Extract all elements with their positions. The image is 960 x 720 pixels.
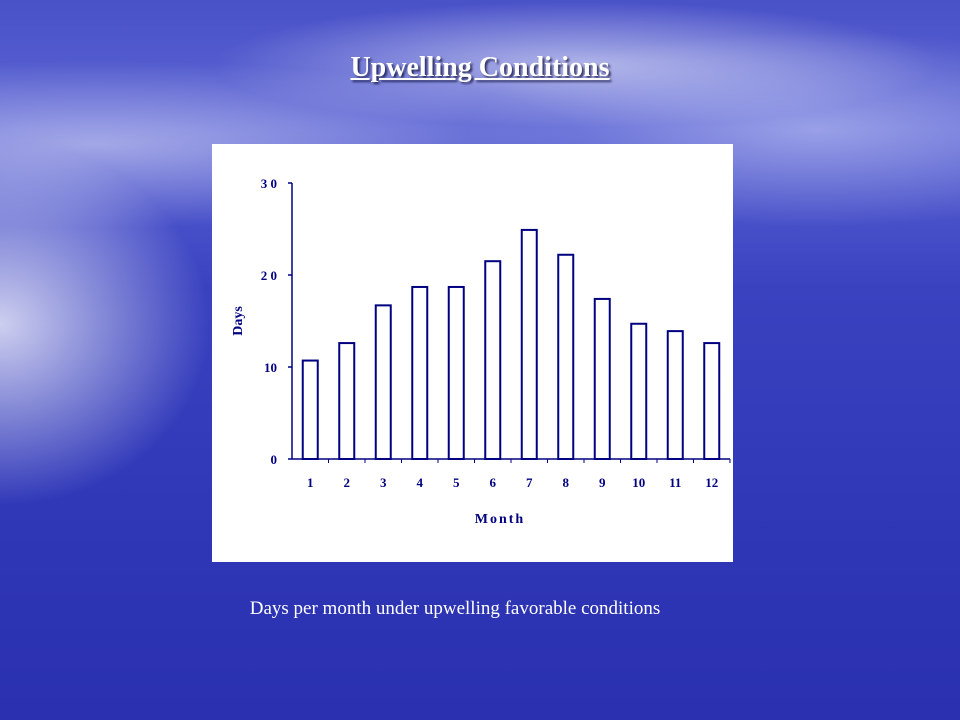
bar-month-2: [338, 342, 356, 460]
bar-month-3: [374, 304, 392, 460]
bar-month-1: [301, 359, 319, 460]
x-tick-label: 4: [417, 475, 424, 490]
x-tick-label: 9: [599, 475, 606, 490]
x-tick-label: 5: [453, 475, 460, 490]
chart-caption: Days per month under upwelling favorable…: [249, 598, 661, 619]
x-axis-title: Month: [475, 512, 525, 527]
x-tick-label: 8: [563, 475, 570, 490]
y-tick-label: 10: [264, 360, 277, 375]
bar-month-6: [484, 260, 502, 460]
y-axis-title: Days: [231, 306, 246, 336]
y-tick-label: 0: [271, 452, 278, 467]
bar-month-12: [703, 342, 721, 460]
x-tick-label: 11: [669, 475, 681, 490]
slide-title: Upwelling Conditions: [350, 52, 610, 83]
bar-month-7: [520, 228, 538, 460]
x-tick-label: 12: [705, 475, 718, 490]
x-tick-label: 10: [632, 475, 645, 490]
bar-month-11: [666, 330, 684, 460]
bar-month-5: [447, 285, 465, 460]
bar-month-9: [593, 297, 611, 460]
bar-month-4: [411, 285, 429, 460]
bar-month-8: [557, 253, 575, 461]
x-tick-label: 2: [344, 475, 351, 490]
y-tick-label: 3 0: [261, 176, 277, 191]
y-tick-label: 2 0: [261, 268, 277, 283]
x-tick-label: 7: [526, 475, 533, 490]
bar-month-10: [630, 322, 648, 460]
x-tick-label: 3: [380, 475, 387, 490]
x-tick-label: 1: [307, 475, 314, 490]
x-tick-label: 6: [490, 475, 497, 490]
